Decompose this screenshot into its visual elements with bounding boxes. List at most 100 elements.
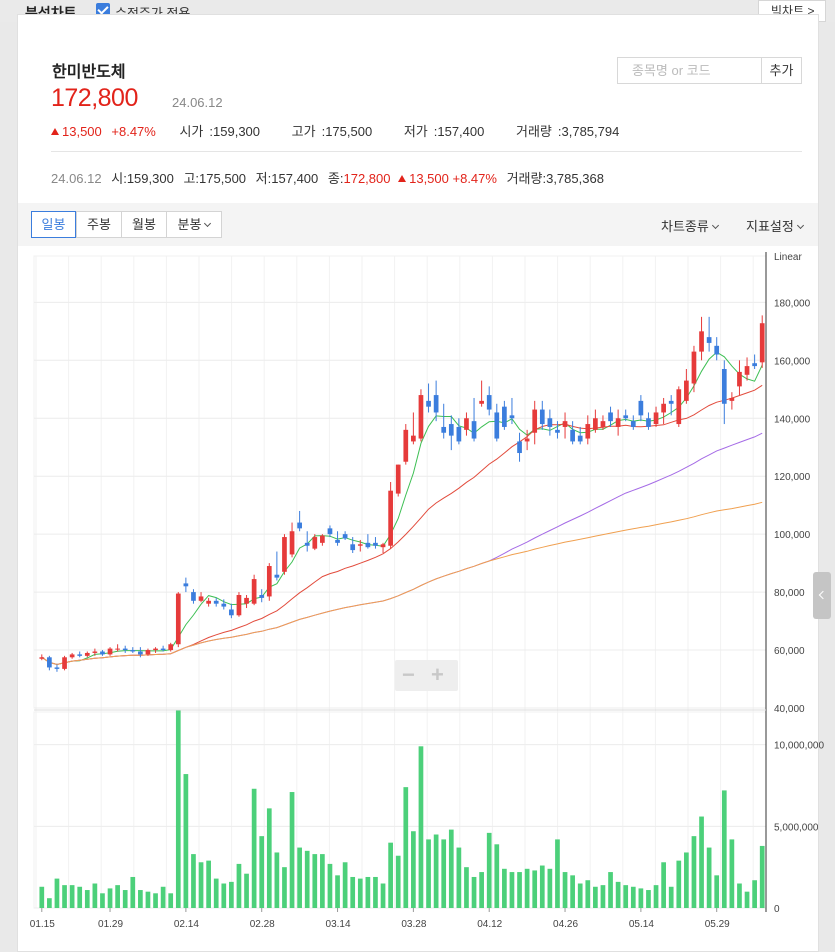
volume-bar [229,881,234,908]
candle-body [236,595,242,616]
volume-bar [320,854,325,908]
chart-type-menu[interactable]: 차트종류 [661,216,719,235]
candle-body [198,596,204,601]
volume-bar [638,888,644,908]
tab-minute[interactable]: 분봉 [166,211,222,238]
volume-bar [699,816,704,908]
candle-body [312,537,318,549]
volume-bar [373,876,378,908]
x-tick-label: 01.29 [98,919,123,930]
volume-bar [630,886,636,908]
volume-bar [312,854,318,908]
volume-bar [115,885,120,908]
volume-bar [380,883,386,908]
candle-body [357,544,363,546]
volume-bar [456,847,462,908]
candle-body [342,534,348,539]
candle-body [448,424,454,436]
volume-bar [388,842,393,908]
candle-body [92,651,98,653]
candle-body [706,337,712,343]
indicator-settings-menu[interactable]: 지표설정 [746,216,804,235]
price-date: 24.06.12 [172,95,223,110]
candle-body [441,426,447,433]
ma120-line [41,501,763,666]
ma5-line [41,351,763,666]
candle-body [282,537,287,572]
candle-body [84,652,90,656]
volume-bar [623,885,629,908]
volume-bar [206,860,211,908]
volume-bar [282,867,287,908]
volume-tick-label: 0 [774,904,780,915]
tab-weekly[interactable]: 주봉 [76,211,122,238]
volume-bar [759,845,765,908]
tab-daily[interactable]: 일봉 [31,211,76,238]
candle-body [479,400,484,404]
candle-body [600,421,606,427]
volume-bar [653,885,659,908]
candle-body [138,651,143,655]
volume-bar [297,847,302,908]
summary-open-label: 시 [111,171,124,186]
zoom-in-icon[interactable]: + [431,662,444,687]
candle-body [221,603,227,607]
volume-bar [236,863,242,908]
volume-bar [471,876,477,908]
up-arrow-icon [398,175,407,182]
candle-body [365,542,371,548]
zoom-control: − + [395,660,458,691]
summary-low-label: 저 [255,171,268,186]
candle-body [183,583,189,587]
candle-body [168,644,174,651]
chart-type-label: 차트종류 [661,219,709,234]
candle-body [494,412,500,439]
volume-bar [479,872,484,908]
candle-body [623,415,629,419]
volume-bar [191,854,196,908]
x-tick-label: 04.26 [553,919,578,930]
volume-tick-label: 10,000,000 [774,741,824,752]
candle-body [676,389,682,425]
price-stats-row: 13,500 +8.47% 시가:159,300 고가:175,500 저가:1… [51,121,631,140]
candle-body [47,657,52,668]
volume-bar [600,885,606,908]
volume-bar [342,862,348,908]
candle-body [570,429,575,442]
volume-bar [517,872,522,908]
volume-bar [502,868,507,908]
zoom-out-icon[interactable]: − [402,662,415,687]
volume-bar [570,875,575,908]
stock-name: 한미반도체 [52,64,126,81]
change-value: 13,500 [62,124,102,139]
candle-body [699,331,704,352]
ohlc-summary-row: 24.06.12 시:159,300 고:175,500 저:157,400 종… [51,171,604,186]
candle-body [244,597,249,604]
candle-body [229,609,234,616]
volume-bar [153,893,158,908]
candle-body [100,651,105,655]
volume-bar [464,867,469,908]
x-tick-label: 05.14 [629,919,654,930]
volume-bar [433,834,439,908]
volume-bar [138,890,143,908]
volume-bar [509,872,515,908]
candle-body [335,539,340,543]
change-percent: +8.47% [111,124,156,139]
candle-body [69,654,75,658]
candle-body [39,657,45,659]
tab-monthly[interactable]: 월봉 [121,211,167,238]
candle-body [585,424,591,439]
candle-body [721,369,727,404]
candle-body [562,421,568,427]
side-panel-handle[interactable] [813,572,831,619]
low-label: 저가 [403,124,428,139]
adjusted-price-checkbox[interactable] [96,3,110,17]
open-value: 159,300 [213,124,261,139]
candle-body [327,528,333,535]
candle-body [524,438,530,442]
add-stock-button[interactable]: 추가 [761,57,802,84]
candle-body [517,441,522,454]
volume-bar [547,868,553,908]
